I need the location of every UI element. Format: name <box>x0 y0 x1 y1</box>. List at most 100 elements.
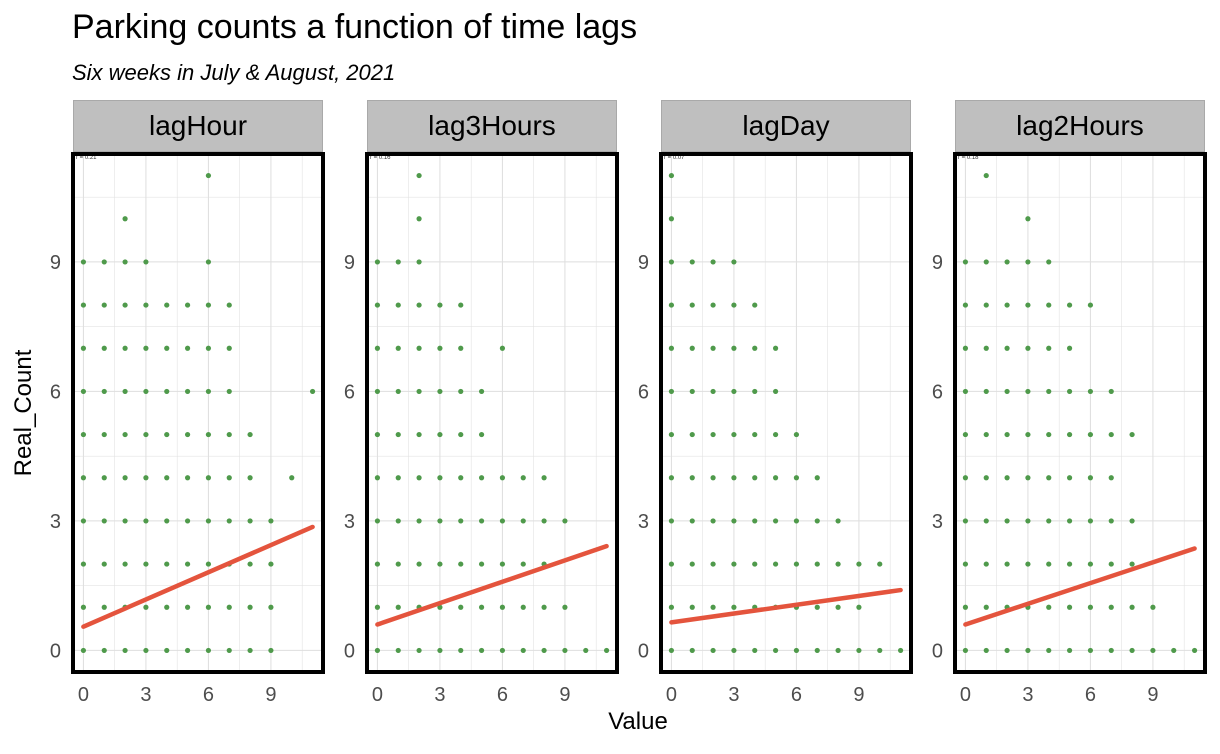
data-point <box>226 431 232 438</box>
data-point <box>1191 647 1198 654</box>
data-point <box>835 518 841 524</box>
x-tick-label: 9 <box>559 684 570 706</box>
x-tick-label: 0 <box>960 684 971 706</box>
data-point <box>1046 345 1052 351</box>
data-point <box>877 561 883 567</box>
data-point <box>1066 475 1073 481</box>
data-point <box>1087 475 1094 481</box>
data-point <box>689 561 695 567</box>
data-point <box>416 431 422 438</box>
data-point <box>122 647 128 654</box>
data-point <box>268 647 274 654</box>
data-point <box>184 431 191 438</box>
data-point <box>122 388 128 395</box>
data-point <box>101 518 107 524</box>
y-tick-label: 0 <box>50 640 61 662</box>
data-point <box>184 302 191 308</box>
data-point <box>184 561 191 567</box>
data-point <box>247 561 253 567</box>
data-point <box>395 345 401 351</box>
data-point <box>1129 647 1135 654</box>
x-tick-label: 3 <box>1022 684 1033 706</box>
data-point <box>668 518 675 524</box>
data-point <box>289 475 295 481</box>
data-point <box>478 647 485 654</box>
data-point <box>1129 431 1135 438</box>
data-point <box>562 604 568 610</box>
data-point <box>710 345 716 351</box>
data-point <box>710 388 716 395</box>
data-point <box>416 216 422 222</box>
data-point <box>689 604 695 610</box>
data-point <box>1025 345 1031 351</box>
data-point <box>1066 302 1073 308</box>
data-point <box>983 345 989 351</box>
data-point <box>835 647 841 654</box>
data-point <box>710 518 716 524</box>
data-point <box>731 518 737 524</box>
data-point <box>205 518 212 524</box>
data-point <box>1046 259 1052 265</box>
data-point <box>752 475 758 481</box>
data-point <box>416 172 422 179</box>
data-point <box>752 518 758 524</box>
data-point <box>1108 518 1114 524</box>
data-point <box>1004 345 1010 351</box>
data-point <box>416 647 422 654</box>
data-point <box>962 561 969 567</box>
data-point <box>962 475 969 481</box>
data-point <box>752 302 758 308</box>
y-tick-label: 3 <box>344 511 355 533</box>
correlation-label: r = 0.07 <box>664 155 685 161</box>
data-point <box>205 259 212 265</box>
data-point <box>395 388 401 395</box>
data-point <box>122 345 128 351</box>
data-point <box>1046 388 1052 395</box>
fit-line <box>669 587 903 625</box>
data-point <box>1066 647 1073 654</box>
data-point <box>143 604 149 610</box>
data-point <box>122 561 128 567</box>
data-point <box>499 518 506 524</box>
data-point <box>752 388 758 395</box>
data-point <box>962 647 969 654</box>
data-point <box>710 475 716 481</box>
data-point <box>520 518 526 524</box>
facet-panel-lagDay: r = 0.07 0 3 6 9 0 3 6 9 <box>638 152 913 706</box>
data-point <box>731 302 737 308</box>
data-point <box>793 561 800 567</box>
data-point <box>814 561 820 567</box>
data-point <box>668 302 675 308</box>
data-point <box>731 431 737 438</box>
data-point <box>478 604 485 610</box>
data-point <box>962 388 969 395</box>
data-point <box>458 561 464 567</box>
data-point <box>668 388 675 395</box>
data-point <box>731 604 737 610</box>
data-point <box>793 518 800 524</box>
data-point <box>983 647 989 654</box>
data-point <box>1025 388 1031 395</box>
data-point <box>122 216 128 222</box>
x-tick-label: 0 <box>666 684 677 706</box>
data-point <box>1066 518 1073 524</box>
panel-border <box>953 152 1207 674</box>
data-point <box>268 518 274 524</box>
data-point <box>143 302 149 308</box>
data-point <box>668 172 675 179</box>
data-point <box>416 388 422 395</box>
data-point <box>1046 647 1052 654</box>
data-point <box>143 259 149 265</box>
y-tick-label: 6 <box>932 381 943 403</box>
x-tick-label: 0 <box>372 684 383 706</box>
data-point <box>752 647 758 654</box>
data-point <box>814 475 820 481</box>
data-point <box>205 388 212 395</box>
data-point <box>437 388 443 395</box>
data-point <box>437 518 443 524</box>
data-point <box>1004 388 1010 395</box>
facet-panel-lag2Hours: r = 0.18 0 3 6 9 0 3 6 9 <box>932 152 1207 706</box>
data-point <box>1087 302 1094 308</box>
data-point <box>962 345 969 351</box>
x-tick-label: 6 <box>791 684 802 706</box>
